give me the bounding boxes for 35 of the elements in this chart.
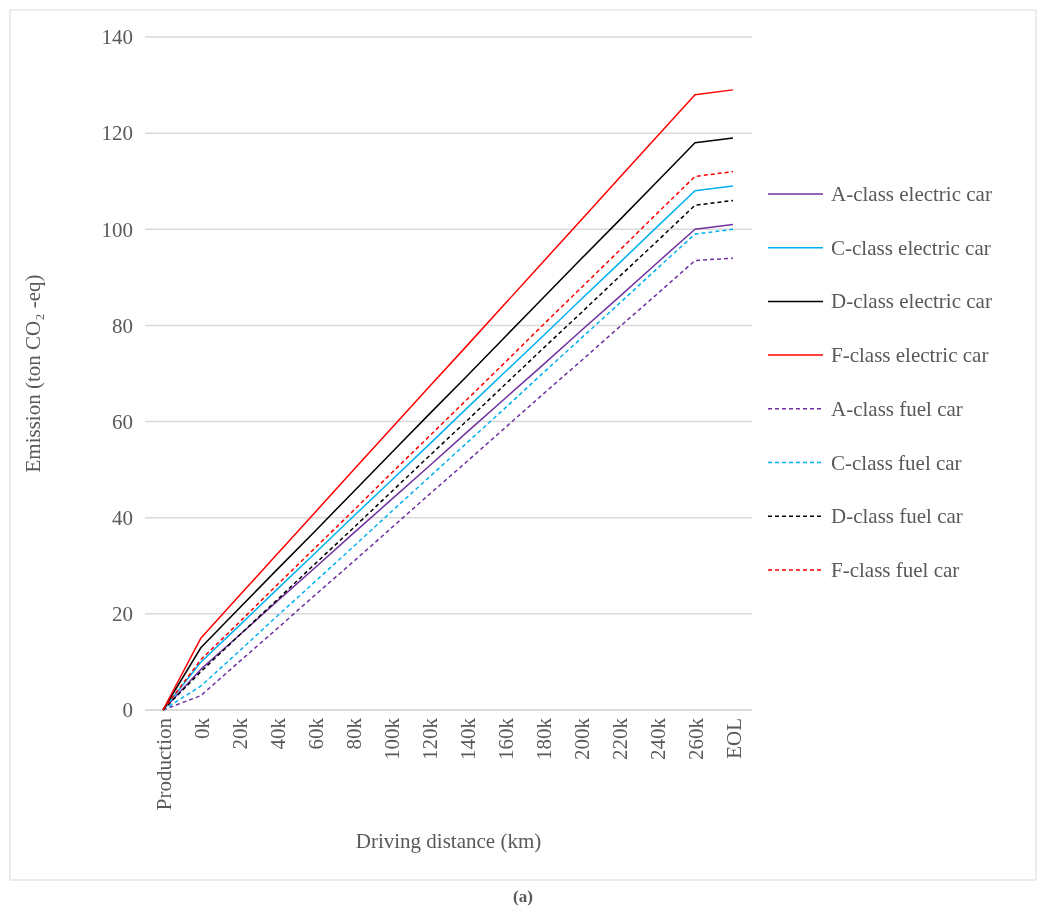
x-tick-label: Production [151,717,176,811]
x-tick-label: 220k [607,717,632,760]
x-tick-label: 80k [341,717,366,750]
x-axis-title: Driving distance (km) [355,829,542,853]
legend-label: A-class electric car [831,182,992,206]
legend-label: F-class electric car [831,343,989,368]
x-tick-label: 40k [265,717,290,750]
x-tick-label: 20k [227,717,252,750]
y-tick-label: 120 [101,121,133,146]
y-tick-label: 140 [101,25,133,50]
x-tick-label: 120k [417,717,442,760]
y-tick-label: 80 [112,313,133,338]
legend-label: F-class fuel car [831,557,960,582]
legend-label: C-class electric car [831,235,991,260]
x-tick-label: 140k [455,717,480,760]
x-tick-label: 100k [379,717,404,760]
legend-label: D-class electric car [831,289,992,314]
text: (a) [513,887,533,906]
x-tick-label: 200k [569,717,594,760]
y-tick-label: 60 [112,409,133,434]
y-axis-title: Emission (ton CO₂ -eq) [21,274,45,473]
x-tick-label: 60k [303,717,328,750]
y-tick-label: 20 [112,602,133,627]
legend-label: C-class fuel car [831,450,962,475]
y-tick-label: 100 [101,217,133,242]
x-tick-label: 180k [531,717,556,760]
legend-label: D-class fuel car [831,504,963,529]
x-tick-label: 240k [645,717,670,760]
x-tick-label: 0k [189,717,214,739]
x-tick-label: 160k [493,717,518,760]
x-tick-label: EOL [721,718,746,759]
y-tick-label: 0 [122,698,133,723]
x-tick-label: 260k [683,717,708,760]
y-tick-label: 40 [112,505,133,530]
legend-label: A-class fuel car [831,396,963,421]
